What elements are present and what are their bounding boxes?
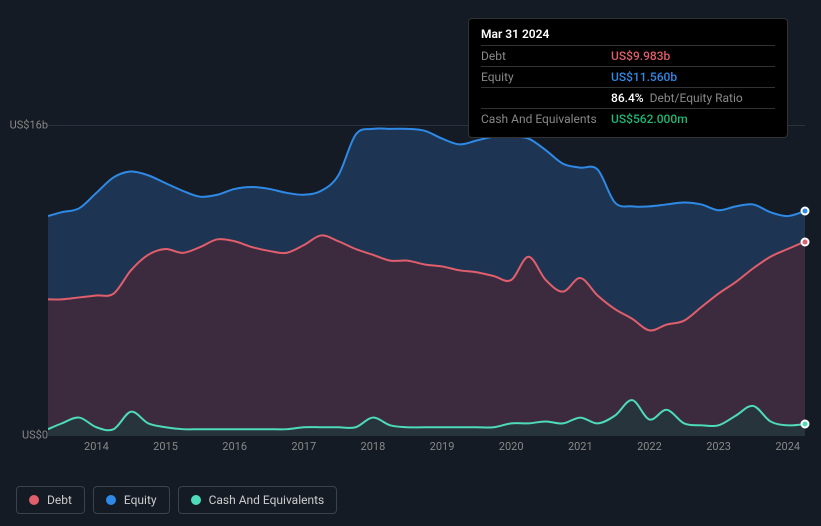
highlight-marker-debt	[801, 237, 810, 246]
tooltip-row-label	[481, 91, 611, 105]
x-tick-label: 2022	[637, 440, 662, 453]
tooltip-row-value: US$11.560b	[611, 70, 677, 84]
highlight-marker-cash	[801, 420, 810, 429]
tooltip-title: Mar 31 2024	[481, 27, 775, 41]
tooltip-row-label: Cash And Equivalents	[481, 112, 611, 126]
tooltip-row-label: Debt	[481, 49, 611, 63]
tooltip-row-label: Equity	[481, 70, 611, 84]
plot-area[interactable]	[48, 125, 805, 435]
tooltip-row-suffix: Debt/Equity Ratio	[650, 91, 743, 105]
highlight-marker-equity	[801, 207, 810, 216]
x-tick-label: 2023	[706, 440, 731, 453]
y-tick-label: US$16b	[10, 119, 48, 132]
legend: Debt Equity Cash And Equivalents	[16, 486, 337, 514]
legend-item-debt[interactable]: Debt	[16, 486, 85, 514]
x-tick-label: 2016	[222, 440, 247, 453]
x-axis: 2014 2015 2016 2017 2018 2019 2020 2021 2022 2023…	[48, 440, 805, 460]
x-tick-label: 2019	[430, 440, 455, 453]
tooltip-row: EquityUS$11.560b	[481, 66, 775, 87]
tooltip-row: Cash And EquivalentsUS$562.000m	[481, 108, 775, 129]
tooltip-row-value: US$562.000m	[611, 112, 688, 126]
legend-item-cash-and-equivalents[interactable]: Cash And Equivalents	[178, 486, 338, 514]
x-tick-label: 2015	[153, 440, 178, 453]
x-tick-label: 2018	[361, 440, 386, 453]
tooltip-row-value: US$9.983b	[611, 49, 670, 63]
legend-swatch	[29, 495, 39, 505]
chart-container: Mar 31 2024 DebtUS$9.983bEquityUS$11.560…	[0, 0, 821, 526]
legend-swatch	[191, 495, 201, 505]
x-tick-label: 2024	[775, 440, 800, 453]
chart-tooltip: Mar 31 2024 DebtUS$9.983bEquityUS$11.560…	[468, 18, 788, 138]
legend-item-equity[interactable]: Equity	[93, 486, 170, 514]
x-tick-label: 2017	[291, 440, 316, 453]
chart-area[interactable]: US$0US$16b 20142015201620172018201920202…	[16, 125, 805, 435]
tooltip-row: DebtUS$9.983b	[481, 45, 775, 66]
legend-label: Cash And Equivalents	[209, 493, 325, 507]
y-tick-label: US$0	[22, 429, 48, 442]
tooltip-row: 86.4% Debt/Equity Ratio	[481, 87, 775, 108]
x-tick-label: 2021	[568, 440, 593, 453]
x-tick-label: 2020	[499, 440, 524, 453]
legend-label: Equity	[124, 493, 157, 507]
legend-label: Debt	[47, 493, 72, 507]
tooltip-row-value: 86.4%	[611, 91, 644, 105]
x-tick-label: 2014	[84, 440, 109, 453]
legend-swatch	[106, 495, 116, 505]
